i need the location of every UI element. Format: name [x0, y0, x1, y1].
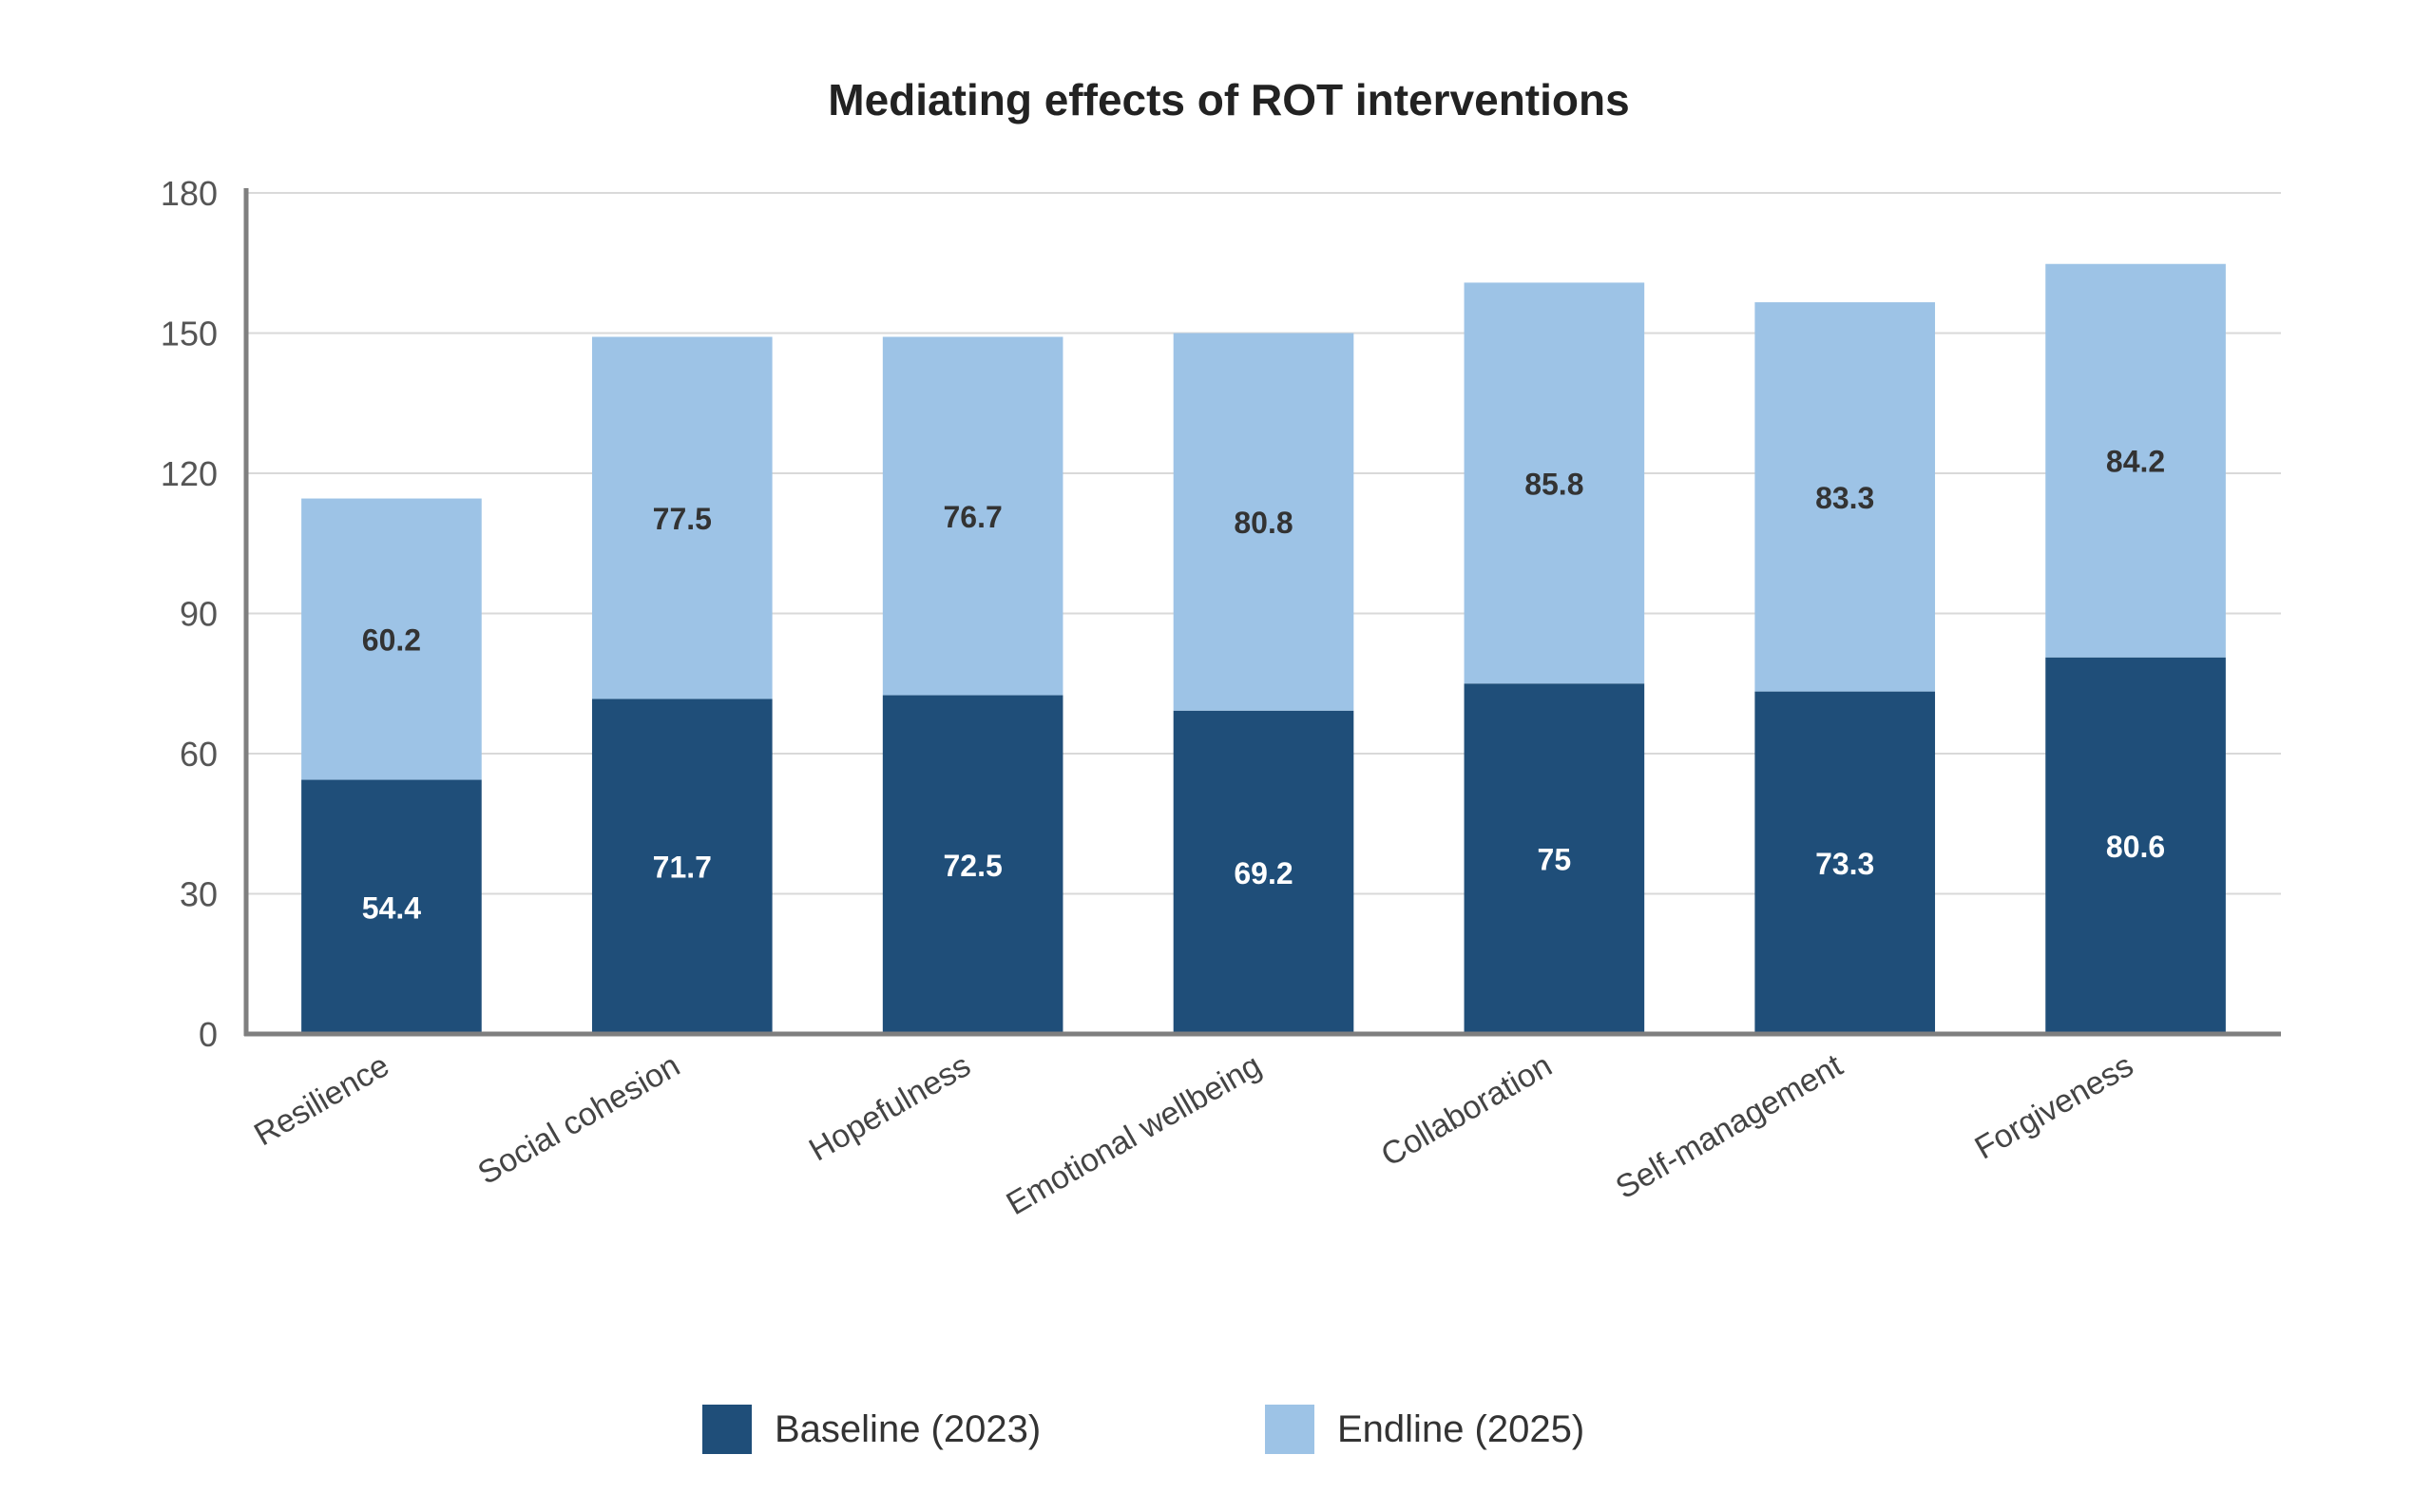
- data-label: 71.7: [653, 851, 712, 885]
- data-label: 75: [1538, 843, 1572, 877]
- bar-endline: [591, 336, 773, 699]
- chart-title: Mediating effects of ROT interventions: [828, 75, 1630, 124]
- y-tick-label: 180: [161, 174, 218, 213]
- bar-baseline: [1173, 710, 1354, 1034]
- bar-endline: [301, 498, 482, 780]
- data-label: 72.5: [944, 849, 1003, 883]
- x-tick-label: Resilience: [248, 1047, 395, 1153]
- x-tick-label: Collaboration: [1375, 1047, 1559, 1174]
- x-tick-label: Hopefulness: [803, 1047, 977, 1168]
- bar-endline: [1173, 333, 1354, 711]
- y-tick-label: 30: [180, 875, 218, 914]
- data-label: 80.6: [2106, 830, 2165, 864]
- bar-baseline: [1754, 691, 1936, 1034]
- legend-swatch: [702, 1405, 752, 1454]
- bar-endline: [1464, 282, 1645, 684]
- y-tick-label: 150: [161, 315, 218, 354]
- x-tick-label: Emotional wellbeing: [1001, 1047, 1268, 1222]
- data-label: 84.2: [2106, 445, 2165, 479]
- legend-label: Baseline (2023): [775, 1407, 1042, 1450]
- data-label: 60.2: [362, 623, 421, 658]
- data-label: 54.4: [362, 890, 421, 925]
- bar-endline: [2045, 263, 2226, 658]
- x-tick-label: Social cohesion: [472, 1047, 686, 1192]
- data-label: 76.7: [944, 500, 1003, 534]
- bar-baseline: [2045, 657, 2226, 1034]
- legend-item: Endline (2025): [1265, 1405, 1584, 1454]
- y-tick-label: 120: [161, 454, 218, 493]
- bar-endline: [882, 336, 1063, 696]
- data-label: 85.8: [1524, 467, 1583, 501]
- x-tick-label: Forgiveness: [1969, 1047, 2139, 1167]
- legend-item: Baseline (2023): [702, 1405, 1041, 1454]
- data-label: 77.5: [653, 502, 712, 536]
- data-label: 69.2: [1234, 856, 1293, 890]
- bar-baseline: [591, 699, 773, 1034]
- bar-baseline: [882, 695, 1063, 1034]
- y-tick-label: 90: [180, 595, 218, 634]
- data-label: 80.8: [1234, 506, 1293, 540]
- data-label: 73.3: [1815, 847, 1874, 881]
- legend-swatch: [1265, 1405, 1314, 1454]
- x-tick-label: Self-management: [1610, 1047, 1849, 1206]
- y-tick-label: 60: [180, 735, 218, 774]
- data-label: 83.3: [1815, 481, 1874, 515]
- bar-baseline: [1464, 683, 1645, 1034]
- legend-label: Endline (2025): [1337, 1407, 1585, 1450]
- y-tick-label: 0: [199, 1015, 218, 1054]
- bar-baseline: [301, 779, 482, 1034]
- bar-endline: [1754, 302, 1936, 692]
